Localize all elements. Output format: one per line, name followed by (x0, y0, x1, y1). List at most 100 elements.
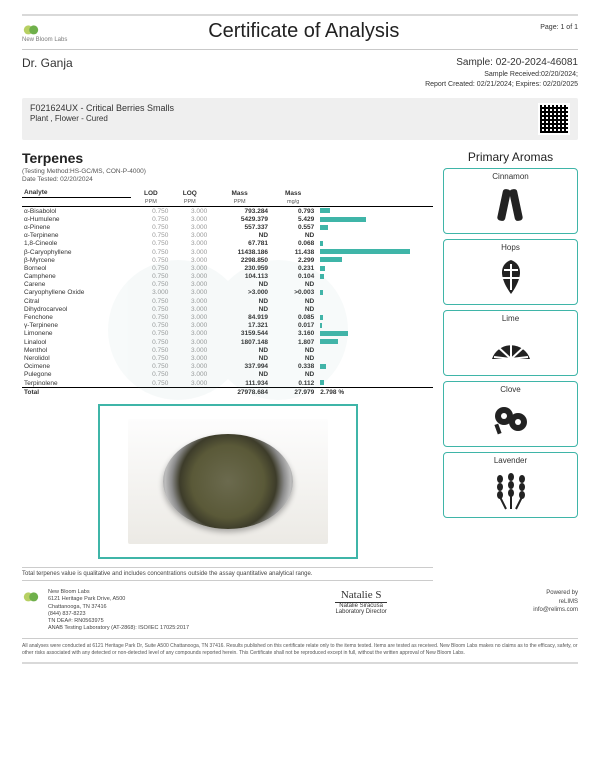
analyte-name: α-Pinene (22, 223, 131, 231)
table-row: α-Humulene 0.750 3.000 5429.379 5.429 (22, 215, 433, 223)
sample-photo (128, 419, 328, 544)
loq-cell: 3.000 (170, 215, 209, 223)
footer-right: Powered by reLIMS info@relims.com (533, 589, 578, 614)
powered-by-label: Powered by (533, 589, 578, 597)
addr-line: New Bloom Labs (48, 589, 189, 596)
sample-plate-icon (163, 434, 293, 529)
aroma-card: Hops (443, 239, 578, 305)
table-row: α-Bisabolol 0.750 3.000 793.284 0.793 (22, 206, 433, 215)
addr-line: TN DEA#: RN0563975 (48, 618, 189, 625)
ppm-cell: ND (209, 232, 270, 240)
aroma-card: Lime (443, 310, 578, 376)
product-matrix: Plant , Flower - Cured (30, 114, 174, 124)
page: New Bloom Labs Certificate of Analysis P… (0, 0, 600, 674)
footer-left: New Bloom Labs6121 Heritage Park Drive, … (22, 589, 189, 632)
terpenes-meta: (Testing Method:HS-GC/MS, CON-P-4000) Da… (22, 168, 433, 185)
hops-icon (486, 254, 536, 298)
brand-name: New Bloom Labs (22, 37, 67, 43)
page-title: Certificate of Analysis (67, 20, 540, 43)
bar-cell (316, 215, 433, 223)
mgg-cell: 0.793 (270, 206, 316, 215)
bar-cell (316, 206, 433, 215)
analyte-name: α-Bisabolol (22, 206, 131, 215)
product-box: F021624UX - Critical Berries Smalls Plan… (22, 98, 578, 140)
aroma-name: Cinnamon (444, 172, 577, 181)
bar-cell (316, 232, 433, 240)
sample-photo-frame (98, 404, 358, 559)
lavender-icon (486, 467, 536, 511)
sample-id: Sample: 02-20-2024-46081 (425, 56, 578, 70)
loq-cell: 3.000 (170, 232, 209, 240)
th-loq: LOQ (170, 188, 209, 198)
aroma-card: Clove (443, 381, 578, 447)
addr-line: ANAB Testing Laboratory (AT-2868): ISO/I… (48, 625, 189, 632)
analyte-name: α-Terpinene (22, 232, 131, 240)
lod-cell: 0.750 (131, 223, 170, 231)
terpenes-date: Date Tested: 02/20/2024 (22, 176, 433, 184)
u-ppm: PPM (209, 198, 270, 207)
ppm-cell: 793.284 (209, 206, 270, 215)
page-number: Page: 1 of 1 (540, 20, 578, 31)
brand-icon (22, 589, 40, 603)
cinnamon-icon (486, 183, 536, 227)
th-mass-ppm: Mass (209, 188, 270, 198)
ppm-cell: 5429.379 (209, 215, 270, 223)
main: Terpenes (Testing Method:HS-GC/MS, CON-P… (22, 150, 578, 582)
th-mass-mgg: Mass (270, 188, 316, 198)
footer-signature: Natalie S Natalie Siracusa Laboratory Di… (335, 589, 388, 615)
sample-report: Report Created: 02/21/2024; Expires: 02/… (425, 80, 578, 90)
product-name: F021624UX - Critical Berries Smalls (30, 103, 174, 115)
u-loq: PPM (170, 198, 209, 207)
th-lod: LOD (131, 188, 170, 198)
terpenes-panel: Terpenes (Testing Method:HS-GC/MS, CON-P… (22, 150, 433, 582)
footer: New Bloom Labs6121 Heritage Park Drive, … (22, 581, 578, 639)
product-text: F021624UX - Critical Berries Smalls Plan… (30, 103, 174, 125)
aromas-title: Primary Aromas (443, 150, 578, 164)
client-section: Dr. Ganja Sample: 02-20-2024-46081 Sampl… (22, 50, 578, 94)
bottom-rule (22, 662, 578, 664)
aroma-card: Cinnamon (443, 168, 578, 234)
ppm-cell: 557.337 (209, 223, 270, 231)
addr-line: Chattanooga, TN 37416 (48, 604, 189, 611)
terpenes-title: Terpenes (22, 150, 433, 166)
mgg-cell: ND (270, 232, 316, 240)
th-analyte: Analyte (22, 188, 131, 198)
signature-icon: Natalie S (335, 589, 388, 603)
aroma-card: Lavender (443, 452, 578, 518)
th-bar (316, 188, 433, 198)
table-row: α-Pinene 0.750 3.000 557.337 0.557 (22, 223, 433, 231)
relims-email: info@relims.com (533, 606, 578, 614)
clove-icon (486, 396, 536, 440)
header: New Bloom Labs Certificate of Analysis P… (22, 18, 578, 49)
mgg-cell: 0.557 (270, 223, 316, 231)
u-lod: PPM (131, 198, 170, 207)
lod-cell: 0.750 (131, 215, 170, 223)
disclaimer: All analyses were conducted at 6121 Heri… (22, 639, 578, 656)
brand-icon (22, 22, 40, 36)
loq-cell: 3.000 (170, 206, 209, 215)
addr-line: 6121 Heritage Park Drive, A500 (48, 596, 189, 603)
footer-address: New Bloom Labs6121 Heritage Park Drive, … (48, 589, 189, 632)
relims-label: reLIMS (533, 598, 578, 606)
top-rule (22, 14, 578, 16)
lime-icon (486, 325, 536, 369)
terpenes-footnote: Total terpenes value is qualitative and … (22, 567, 433, 581)
addr-line: (844) 837-8223 (48, 611, 189, 618)
sample-received: Sample Received:02/20/2024; (425, 70, 578, 80)
qr-code-icon (538, 103, 570, 135)
loq-cell: 3.000 (170, 223, 209, 231)
lod-cell: 0.750 (131, 206, 170, 215)
aroma-name: Hops (444, 243, 577, 252)
sample-info: Sample: 02-20-2024-46081 Sample Received… (425, 56, 578, 90)
terpenes-method: (Testing Method:HS-GC/MS, CON-P-4000) (22, 168, 433, 176)
bar-cell (316, 223, 433, 231)
signer-title: Laboratory Director (335, 609, 388, 615)
table-row: α-Terpinene 0.750 3.000 ND ND (22, 232, 433, 240)
mgg-cell: 5.429 (270, 215, 316, 223)
client-name: Dr. Ganja (22, 56, 73, 90)
u-mgg: mg/g (270, 198, 316, 207)
analyte-name: α-Humulene (22, 215, 131, 223)
aroma-name: Lime (444, 314, 577, 323)
aromas-panel: Primary Aromas Cinnamon Hops Lime Clove Lave… (443, 150, 578, 582)
aroma-name: Clove (444, 385, 577, 394)
